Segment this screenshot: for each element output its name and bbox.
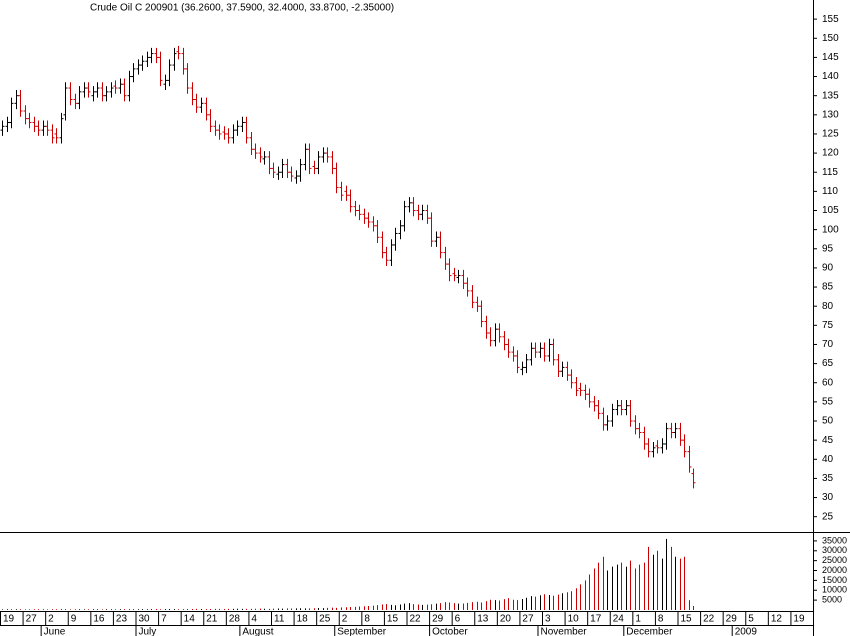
y-tick-label: 145 [822,52,839,63]
y-tick-label: 60 [822,377,834,388]
x-tick-label: 3 [545,614,551,625]
y-tick-label: 30 [822,492,834,503]
x-tick-label: 28 [229,614,241,625]
y-tick-label: 75 [822,320,834,331]
month-label: October [432,627,468,636]
y-tick-label: 130 [822,109,839,120]
x-tick-label: 14 [184,614,196,625]
volume-y-tick-label: 20000 [822,565,847,575]
x-tick-label: 1 [635,614,641,625]
x-tick-label: 27 [26,614,38,625]
x-tick-label: 8 [658,614,664,625]
volume-y-tick-label: 15000 [822,575,847,585]
month-label: December [626,627,673,636]
x-tick-label: 19 [3,614,15,625]
x-tick-label: 10 [568,614,580,625]
x-tick-label: 15 [681,614,693,625]
chart-title: Crude Oil C 200901 (36.2600, 37.5900, 32… [90,3,394,14]
y-tick-label: 25 [822,511,834,522]
x-tick-label: 25 [319,614,331,625]
x-tick-label: 18 [297,614,309,625]
x-tick-label: 2 [48,614,54,625]
y-tick-label: 80 [822,301,834,312]
y-tick-label: 45 [822,435,834,446]
volume-y-tick-label: 30000 [822,545,847,555]
y-tick-label: 135 [822,90,839,101]
y-tick-label: 100 [822,224,839,235]
y-tick-label: 115 [822,167,838,178]
month-label: 2009 [735,627,758,636]
volume-y-tick-label: 25000 [822,555,847,565]
y-tick-label: 110 [822,186,838,197]
x-tick-label: 27 [522,614,534,625]
y-tick-label: 150 [822,33,839,44]
y-tick-label: 55 [822,397,834,408]
month-label: August [242,627,273,636]
y-tick-label: 65 [822,358,834,369]
x-tick-label: 5 [748,614,754,625]
x-tick-label: 7 [161,614,167,625]
month-label: September [337,627,387,636]
x-tick-label: 11 [274,614,285,625]
y-tick-label: 35 [822,473,834,484]
x-tick-label: 24 [613,614,625,625]
x-tick-label: 22 [703,614,715,625]
x-tick-label: 12 [771,614,783,625]
y-tick-label: 95 [822,243,834,254]
volume-y-tick-label: 35000 [822,535,847,545]
month-label: July [139,627,157,636]
x-tick-label: 2 [342,614,348,625]
x-tick-label: 22 [410,614,422,625]
y-tick-label: 155 [822,14,839,25]
y-tick-label: 70 [822,339,834,350]
x-tick-label: 20 [500,614,512,625]
x-tick-label: 23 [116,614,128,625]
x-tick-label: 30 [139,614,151,625]
x-tick-label: 15 [387,614,399,625]
x-tick-label: 9 [71,614,77,625]
x-tick-label: 13 [477,614,489,625]
month-label: June [44,627,66,636]
x-tick-label: 21 [206,614,218,625]
y-tick-label: 50 [822,416,834,427]
volume-y-tick-label: 10000 [822,585,847,595]
x-tick-label: 29 [726,614,738,625]
y-tick-label: 85 [822,282,834,293]
y-tick-label: 120 [822,148,839,159]
x-tick-label: 4 [251,614,257,625]
x-tick-label: 19 [793,614,805,625]
x-tick-label: 6 [455,614,461,625]
y-tick-label: 125 [822,129,839,140]
x-tick-label: 16 [93,614,105,625]
y-tick-label: 40 [822,454,834,465]
y-tick-label: 90 [822,263,834,274]
y-tick-label: 140 [822,71,839,82]
x-tick-label: 29 [432,614,444,625]
volume-y-tick-label: 5000 [822,595,842,605]
y-tick-label: 105 [822,205,839,216]
x-tick-label: 8 [364,614,370,625]
month-label: November [540,627,587,636]
x-tick-label: 17 [590,614,602,625]
